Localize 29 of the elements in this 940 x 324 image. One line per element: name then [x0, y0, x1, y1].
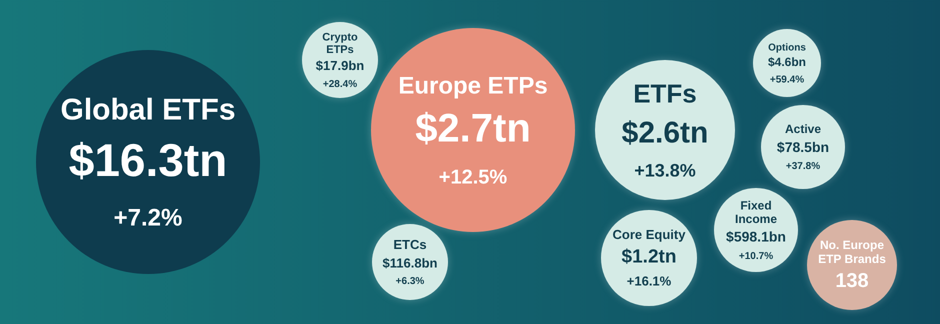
data-label: +10.7% [738, 251, 774, 262]
data-label: +59.4% [770, 74, 804, 86]
category-label: ETFs [633, 78, 697, 108]
category-label: Fixed Income [734, 198, 778, 226]
data-label: +6.3% [396, 276, 424, 288]
category-label: ETCs [393, 237, 427, 252]
data-label: $2.6tn [622, 116, 708, 150]
data-label: $116.8bn [382, 255, 438, 270]
data-label: $78.5bn [776, 138, 830, 155]
data-label: +13.8% [634, 160, 696, 181]
category-label: No. Europe ETP Brands [818, 238, 886, 266]
category-label: Active [784, 122, 822, 136]
data-label: $16.3tn [68, 134, 228, 186]
category-label: Options [768, 42, 806, 54]
data-label: $4.6bn [768, 55, 806, 70]
data-label: $17.9bn [316, 58, 364, 74]
category-label: Europe ETPs [398, 72, 548, 100]
category-label: Global ETFs [60, 94, 236, 127]
data-label: $1.2tn [622, 246, 676, 268]
data-label: +28.4% [322, 79, 358, 90]
data-label: +37.8% [786, 161, 820, 172]
data-label: 138 [835, 270, 869, 292]
data-label: +12.5% [438, 166, 508, 188]
data-label: $598.1bn [726, 228, 786, 245]
data-label: +7.2% [114, 204, 182, 232]
category-label: Core Equity [612, 226, 686, 242]
category-label: Crypto ETPs [322, 31, 358, 56]
data-label: $2.7tn [415, 106, 531, 150]
data-label: +16.1% [626, 274, 672, 289]
